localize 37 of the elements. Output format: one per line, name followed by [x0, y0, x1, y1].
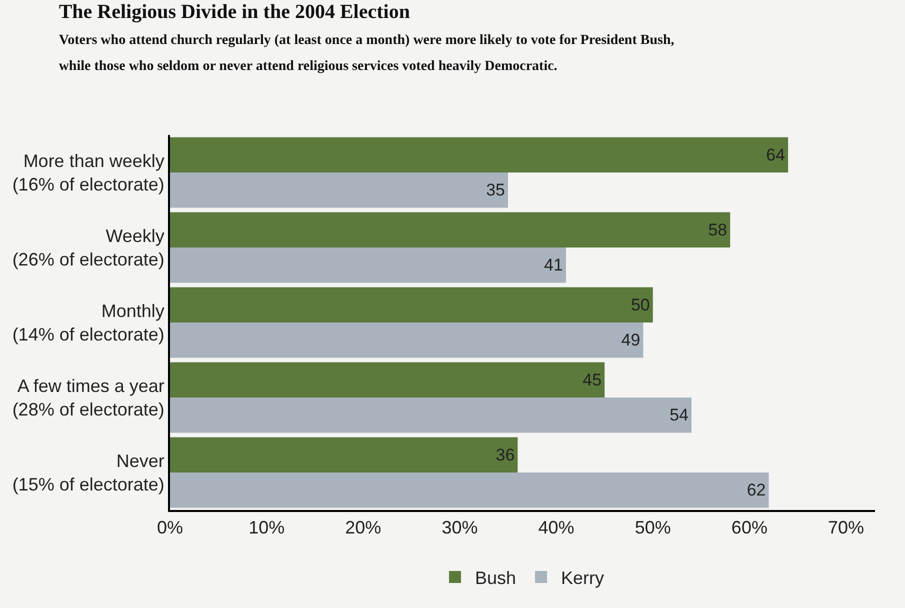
bar — [170, 212, 730, 248]
bar — [170, 362, 605, 398]
x-tick-label: 60% — [731, 518, 768, 538]
bar — [170, 287, 653, 322]
y-tick-label: Monthly (14% of electorate) — [12, 301, 164, 344]
data-label: 64 — [766, 145, 786, 164]
data-label: 41 — [544, 256, 563, 275]
y-tick-label: More than weekly (16% of electorate) — [12, 151, 164, 194]
legend-label: Bush — [475, 568, 516, 588]
legend-label: Kerry — [561, 568, 604, 588]
bar — [170, 437, 518, 472]
data-label: 49 — [621, 330, 640, 350]
x-tick-label: 20% — [345, 518, 382, 538]
data-label: 62 — [746, 480, 766, 500]
data-label: 54 — [670, 406, 689, 425]
data-label: 35 — [486, 180, 506, 200]
chart-title: The Religious Divide in the 2004 Election — [58, 1, 410, 24]
y-tick-label: A few times a year (28% of electorate) — [12, 376, 164, 420]
bar — [170, 137, 788, 172]
x-tick-label: 50% — [634, 518, 671, 538]
bar — [170, 248, 566, 283]
x-tick-label: 70% — [828, 518, 864, 538]
bar — [170, 322, 644, 358]
y-tick-label: Never (15% of electorate) — [12, 451, 164, 494]
data-label: 45 — [582, 370, 602, 390]
data-label: 50 — [630, 295, 650, 314]
x-tick-label: 0% — [156, 518, 184, 538]
chart-subtitle: Voters who attend church regularly (at least once a month) were more likely to vote for President Bush, while those who seldom or never attend religious services voted heavily Democratic. — [58, 33, 674, 74]
bar — [170, 398, 692, 433]
x-tick-label: 40% — [538, 518, 574, 538]
data-label: 58 — [708, 220, 728, 240]
x-tick-label: 30% — [442, 518, 478, 538]
y-tick-label: Weekly (26% of electorate) — [12, 226, 164, 270]
bar — [170, 472, 769, 508]
bar — [170, 172, 508, 208]
data-label: 36 — [496, 445, 515, 464]
x-tick-label: 10% — [248, 518, 285, 538]
